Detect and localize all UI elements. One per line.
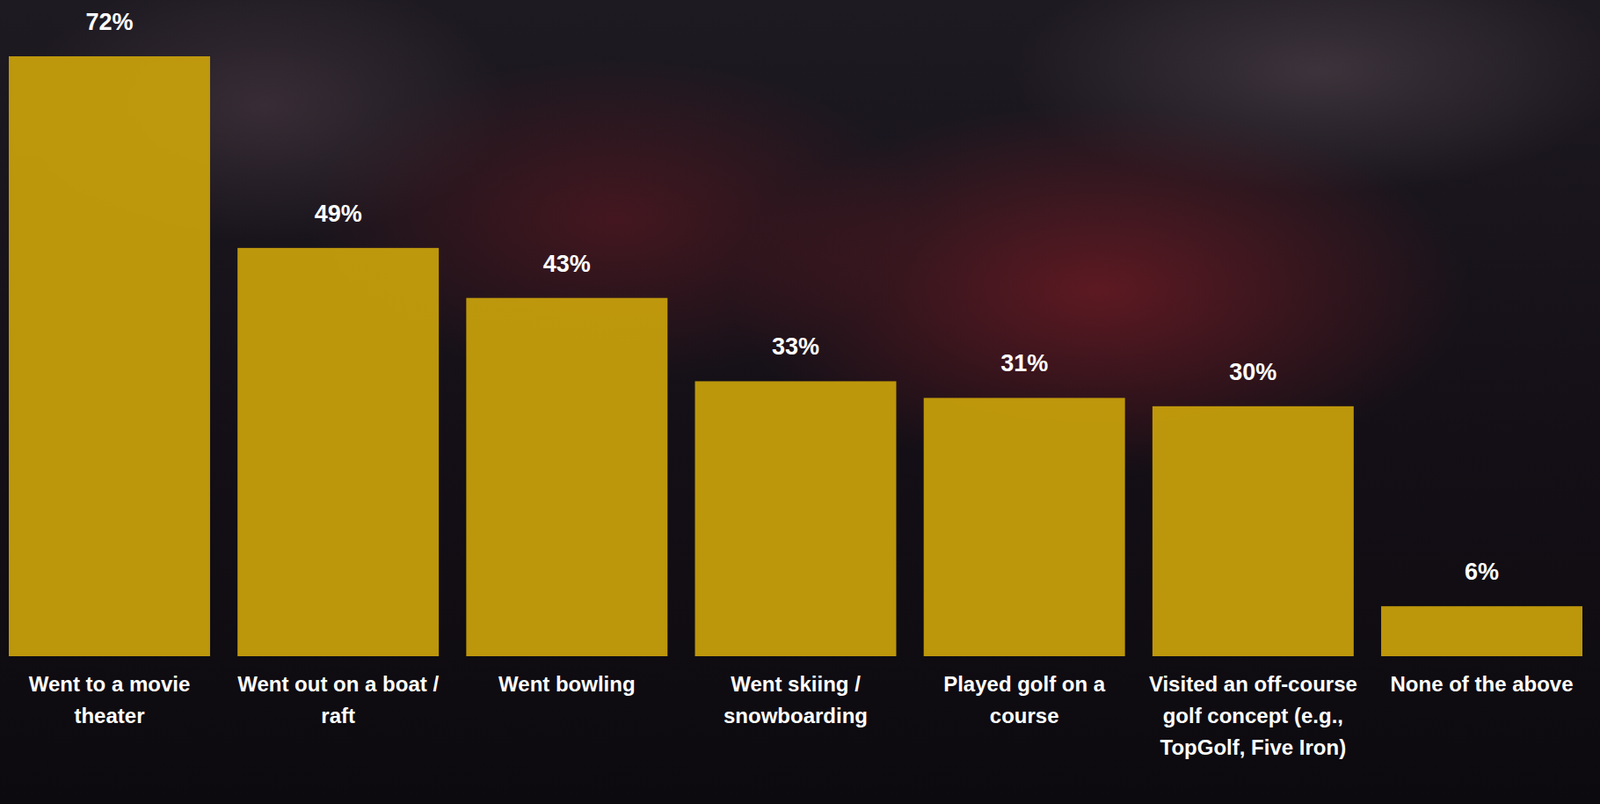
- x-tick: Went to a movie theater: [29, 655, 191, 728]
- x-tick: Went bowling: [498, 655, 636, 696]
- x-tick-label: Went out on a boat / raft: [237, 671, 439, 728]
- chart: 72% 49% 43% 33% 31% 30% 6% Went to a movie theat…: [0, 0, 1600, 804]
- x-tick: None of the above: [1390, 655, 1574, 696]
- x-tick-label-line: Went skiing /: [730, 671, 861, 696]
- x-tick: Went out on a boat / raft: [237, 655, 439, 728]
- bars: [8, 56, 1583, 656]
- data-label: 72%: [85, 8, 133, 36]
- x-tick-label-line: TopGolf, Five Iron): [1160, 734, 1347, 759]
- bar: [1381, 605, 1583, 656]
- data-label: 30%: [1229, 358, 1277, 386]
- data-label: 43%: [543, 250, 591, 277]
- x-tick-label-line: golf concept (e.g.,: [1163, 703, 1344, 728]
- x-tick: Went skiing / snowboarding: [723, 655, 868, 728]
- x-tick-label-line: snowboarding: [723, 703, 868, 728]
- x-tick-label-line: Went bowling: [498, 671, 636, 696]
- x-tick-label: Visited an off-course golf concept (e.g.,…: [1149, 671, 1358, 759]
- data-label: 33%: [771, 333, 820, 360]
- x-tick-label-line: None of the above: [1390, 671, 1574, 696]
- data-label: 31%: [1000, 349, 1048, 377]
- x-tick-label: Went to a movie theater: [29, 671, 191, 728]
- x-tick-label: Played golf on a course: [943, 671, 1106, 728]
- x-tick-label: Went skiing / snowboarding: [723, 671, 868, 728]
- bar: [695, 380, 897, 656]
- bar: [8, 56, 211, 656]
- x-tick-label-line: course: [989, 703, 1060, 728]
- x-tick-label-line: raft: [320, 703, 356, 728]
- x-tick-label-line: theater: [73, 703, 145, 728]
- x-tick-label-line: Went out on a boat /: [237, 671, 439, 696]
- x-tick-label-line: Visited an off-course: [1149, 671, 1358, 696]
- bar: [923, 397, 1126, 656]
- bar: [465, 298, 668, 656]
- x-tick: Visited an off-course golf concept (e.g.,…: [1149, 655, 1358, 759]
- bar: [237, 247, 439, 656]
- x-axis: Went to a movie theater Went out on a boat…: [29, 655, 1574, 759]
- x-tick-label-line: Played golf on a: [943, 671, 1106, 696]
- x-tick-label: None of the above: [1390, 671, 1574, 696]
- data-labels: 72% 49% 43% 33% 31% 30% 6%: [85, 8, 1499, 585]
- bar: [1152, 406, 1354, 656]
- x-tick-label-line: Went to a movie: [29, 671, 191, 696]
- x-tick-label: Went bowling: [498, 671, 636, 696]
- data-label: 6%: [1464, 558, 1499, 585]
- data-label: 49%: [314, 200, 363, 227]
- x-tick: Played golf on a course: [943, 655, 1106, 728]
